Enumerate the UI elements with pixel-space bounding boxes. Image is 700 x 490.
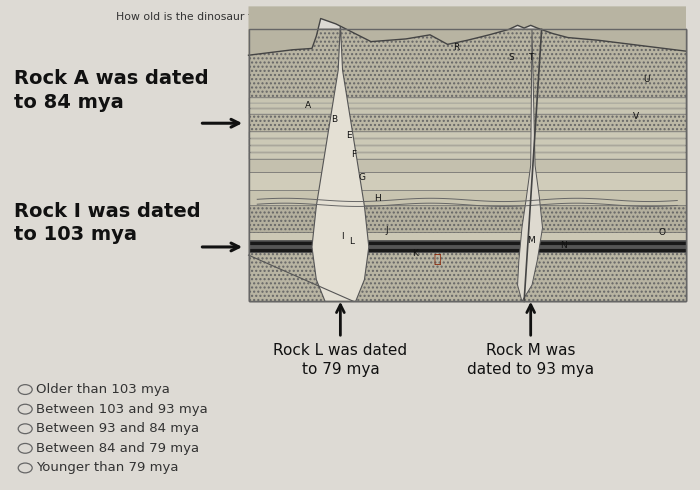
Text: M: M (527, 236, 535, 245)
Polygon shape (312, 24, 369, 301)
Text: I: I (342, 232, 344, 241)
Bar (248, 29, 686, 301)
Text: V: V (633, 112, 638, 121)
Bar (248, 241, 686, 252)
Text: How old is the dinosaur fossil in Layer K based on the given ages in the figure : How old is the dinosaur fossil in Layer … (116, 12, 584, 22)
Text: O: O (659, 227, 666, 237)
Text: Rock M was
dated to 93 mya: Rock M was dated to 93 mya (467, 343, 594, 377)
Text: Between 84 and 79 mya: Between 84 and 79 mya (36, 442, 200, 455)
Text: Between 103 and 93 mya: Between 103 and 93 mya (36, 403, 208, 416)
Text: 𓆈: 𓆈 (433, 253, 440, 266)
Bar (248, 252, 686, 301)
Text: T: T (528, 53, 533, 62)
Bar (248, 139, 686, 145)
Bar (248, 152, 686, 159)
Text: Rock A was dated
to 84 mya: Rock A was dated to 84 mya (14, 70, 209, 112)
Text: Older than 103 mya: Older than 103 mya (36, 383, 170, 396)
Bar (248, 109, 686, 114)
Polygon shape (517, 29, 542, 301)
Text: Younger than 79 mya: Younger than 79 mya (36, 462, 179, 474)
Bar (248, 132, 686, 138)
Bar (248, 190, 686, 205)
Text: Rock I was dated
to 103 mya: Rock I was dated to 103 mya (14, 202, 201, 244)
Bar (248, 240, 686, 252)
Bar (248, 29, 686, 301)
Bar (248, 146, 686, 152)
Text: L: L (349, 237, 354, 246)
Text: H: H (374, 194, 381, 202)
Bar (248, 232, 686, 240)
Bar (248, 159, 686, 172)
Bar (248, 29, 686, 98)
Text: G: G (358, 173, 365, 182)
Bar (248, 172, 686, 190)
Bar (248, 98, 686, 103)
Bar (248, 245, 686, 247)
Text: J: J (385, 226, 388, 235)
Bar (248, 205, 686, 232)
Bar (248, 29, 686, 301)
Text: N: N (560, 241, 567, 250)
Polygon shape (248, 6, 686, 55)
Text: Rock L was dated
to 79 mya: Rock L was dated to 79 mya (273, 343, 407, 377)
Text: S: S (508, 53, 514, 62)
Bar (248, 103, 686, 108)
Text: U: U (643, 75, 650, 84)
Text: E: E (346, 131, 352, 140)
Text: F: F (351, 150, 356, 159)
Text: A: A (304, 101, 311, 110)
Text: K: K (412, 249, 418, 258)
Text: B: B (330, 115, 337, 123)
Text: Between 93 and 84 mya: Between 93 and 84 mya (36, 422, 200, 435)
Bar (248, 114, 686, 131)
Text: R: R (453, 43, 459, 51)
